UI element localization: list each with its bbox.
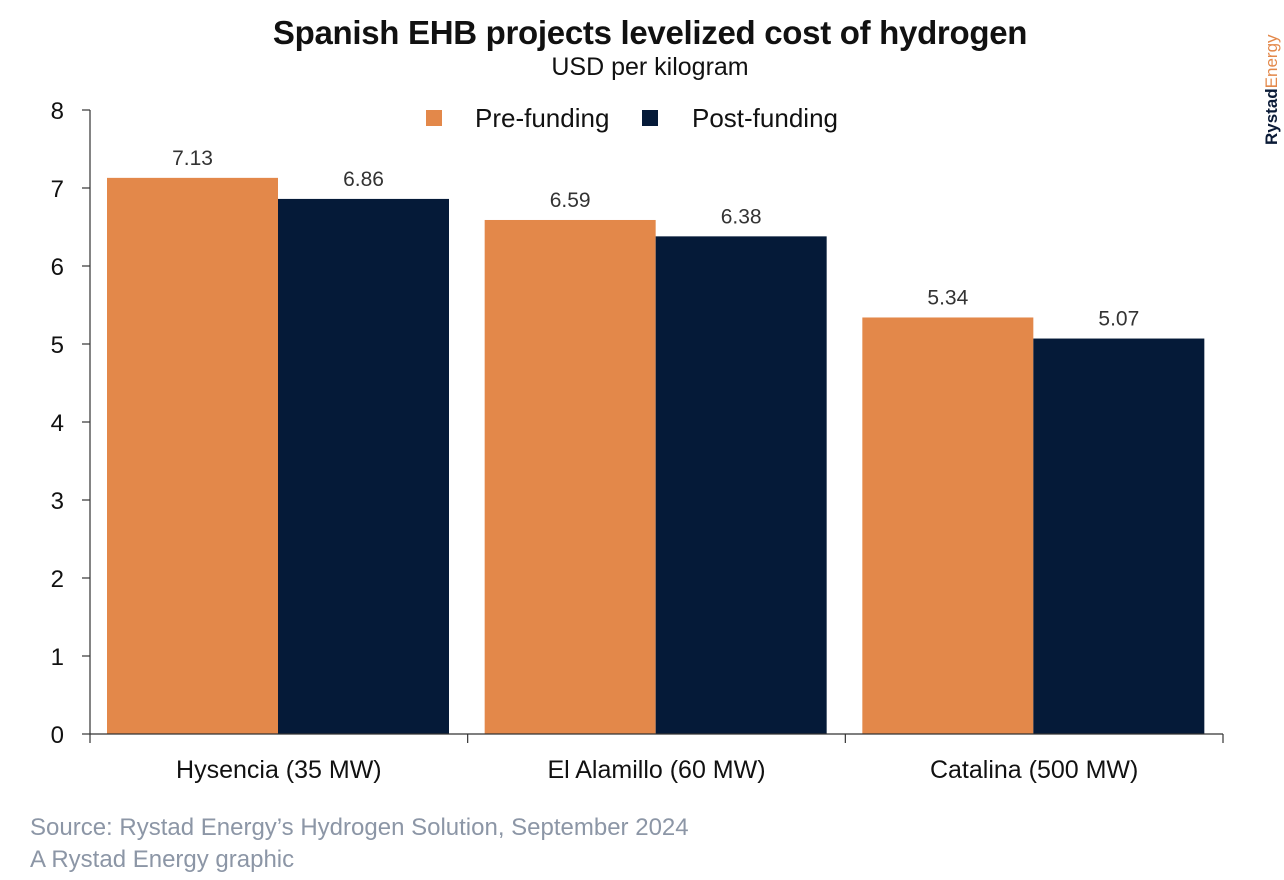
- y-tick-label-0: 0: [51, 722, 64, 749]
- bar-pre-0: [107, 177, 278, 735]
- data-label-post-2: 5.07: [1098, 308, 1139, 331]
- data-label-post-1: 6.38: [721, 205, 762, 228]
- bar-post-2: [1033, 338, 1205, 734]
- bar-chart: 7.13 6.86 6.59 6.38 5.34 5.07 0 1 2 3 4 5 6 7 8 Hysenci…: [51, 98, 1224, 784]
- bar-pre-2: [862, 317, 1034, 734]
- legend-label-pre: Pre-funding: [475, 103, 609, 133]
- y-tick-label-7: 7: [51, 176, 64, 203]
- y-tick-label-5: 5: [51, 332, 64, 359]
- bar-post-0: [278, 198, 449, 735]
- chart-title: Spanish EHB projects levelized cost of h…: [272, 14, 1028, 51]
- y-tick-label-4: 4: [51, 410, 64, 437]
- x-category-label-0: Hysencia (35 MW): [176, 756, 382, 784]
- y-tick-label-6: 6: [51, 254, 64, 281]
- data-label-pre-1: 6.59: [550, 189, 591, 212]
- y-tick-label-8: 8: [51, 98, 64, 125]
- legend-label-post: Post-funding: [692, 103, 838, 133]
- y-tick-label-2: 2: [51, 566, 64, 593]
- legend-swatch-pre: [426, 110, 442, 126]
- y-tick-label-3: 3: [51, 488, 64, 515]
- credit-note: A Rystad Energy graphic: [30, 846, 295, 873]
- source-note: Source: Rystad Energy’s Hydrogen Solutio…: [30, 814, 689, 841]
- x-category-label-1: El Alamillo (60 MW): [547, 756, 765, 784]
- x-category-label-2: Catalina (500 MW): [930, 756, 1138, 784]
- data-label-pre-2: 5.34: [927, 286, 968, 309]
- data-label-post-0: 6.86: [343, 168, 384, 191]
- data-label-pre-0: 7.13: [172, 147, 213, 170]
- bar-post-1: [655, 236, 827, 735]
- bar-pre-1: [484, 219, 656, 735]
- y-tick-label-1: 1: [51, 644, 64, 671]
- chart-subtitle: USD per kilogram: [551, 53, 749, 81]
- legend-swatch-post: [642, 110, 658, 126]
